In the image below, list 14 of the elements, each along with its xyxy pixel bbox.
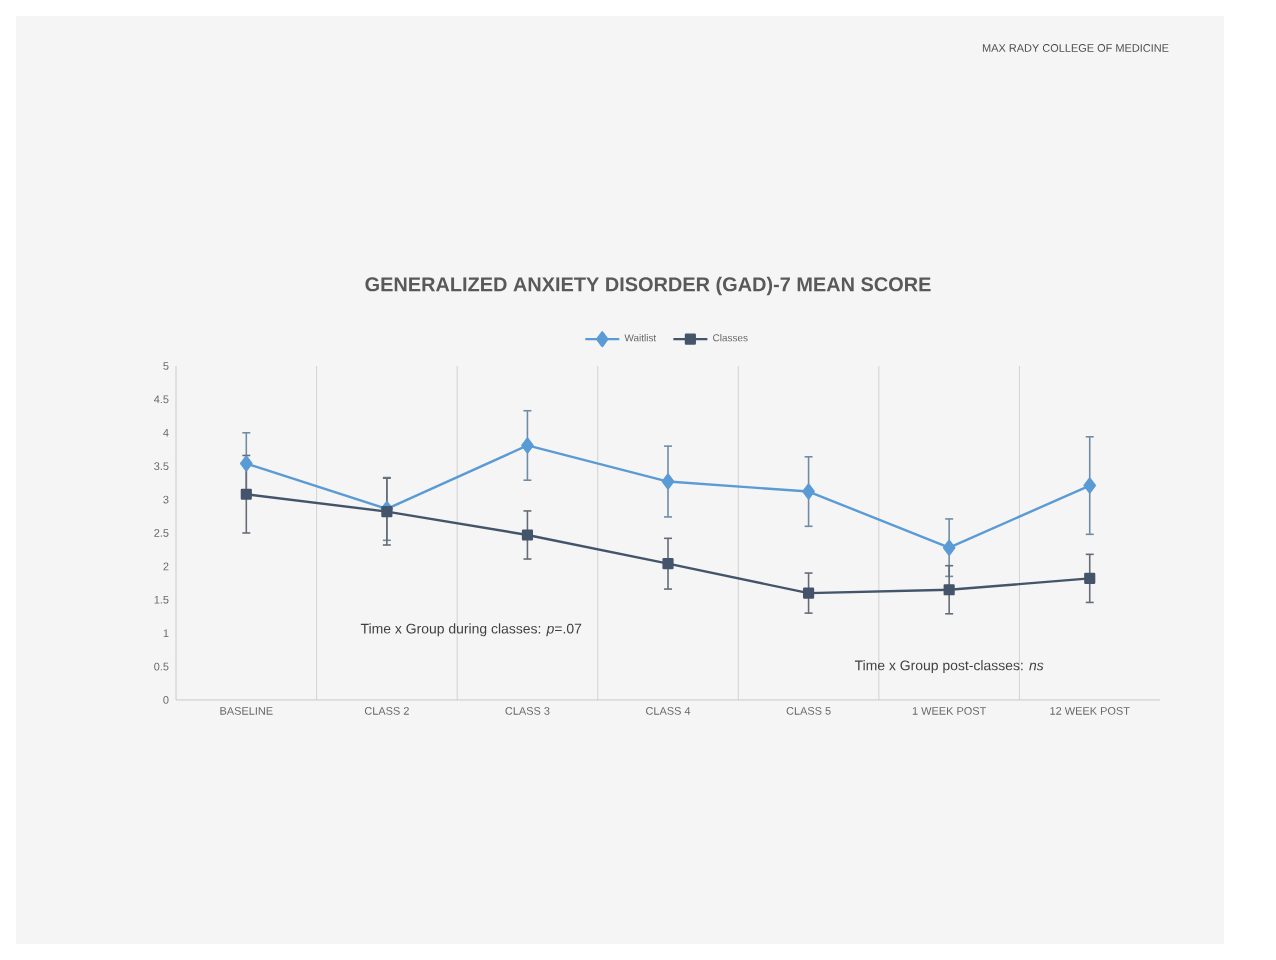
point bbox=[803, 587, 815, 599]
point bbox=[1083, 477, 1097, 494]
point bbox=[662, 558, 674, 570]
point bbox=[521, 529, 534, 541]
point bbox=[240, 488, 252, 500]
point bbox=[943, 584, 955, 596]
chart-title: GENERALIZED ANXIETY DISORDER (GAD)-7 MEAN SCORE bbox=[365, 276, 931, 296]
point bbox=[240, 455, 253, 472]
point bbox=[521, 437, 534, 454]
point bbox=[802, 483, 815, 500]
point bbox=[381, 506, 393, 518]
point bbox=[1084, 572, 1096, 584]
point bbox=[942, 539, 956, 556]
point bbox=[661, 473, 675, 490]
